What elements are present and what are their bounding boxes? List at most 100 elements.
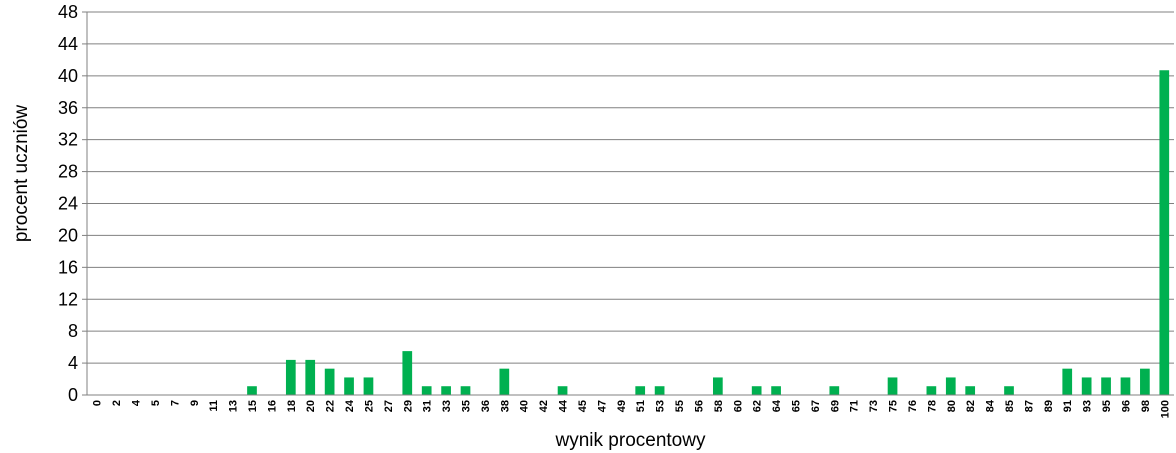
x-tick-label: 55	[674, 400, 686, 412]
x-tick-label: 69	[829, 400, 841, 412]
bars	[247, 70, 1170, 395]
x-tick-label: 7	[169, 400, 181, 406]
x-tick-label: 25	[363, 400, 375, 412]
bar-15	[247, 386, 257, 395]
x-tick-label: 15	[247, 400, 259, 412]
x-tick-label: 91	[1062, 400, 1074, 412]
x-tick-label: 33	[441, 400, 453, 412]
x-tick-label: 22	[325, 400, 337, 412]
y-tick-label: 4	[68, 353, 78, 373]
bar-35	[460, 386, 471, 395]
x-tick-label: 67	[810, 400, 822, 412]
gridlines	[82, 11, 1174, 396]
bar-96	[1120, 377, 1131, 395]
bar-62	[751, 386, 762, 395]
y-tick-label: 28	[58, 162, 78, 182]
x-tick-label: 78	[926, 400, 938, 412]
x-tick-label: 44	[558, 399, 570, 412]
x-tick-label: 13	[228, 400, 240, 412]
bar-51	[635, 386, 646, 395]
y-tick-label: 16	[58, 257, 78, 277]
x-tick-label: 85	[1004, 400, 1016, 412]
bar-22	[324, 368, 335, 395]
x-tick-label: 35	[461, 400, 473, 412]
y-tick-label: 0	[68, 385, 78, 405]
x-tick-label: 9	[189, 400, 201, 406]
x-tick-label: 45	[577, 400, 589, 412]
bar-25	[363, 377, 374, 395]
bar-69	[829, 386, 840, 395]
x-tick-label: 87	[1023, 400, 1035, 412]
y-tick-label: 20	[58, 225, 78, 245]
x-tick-label: 29	[402, 400, 414, 412]
x-tick-label: 20	[305, 400, 317, 412]
y-tick-label: 40	[58, 66, 78, 86]
bar-58	[712, 377, 723, 395]
x-tick-label: 42	[538, 400, 550, 412]
x-tick-label: 73	[868, 400, 880, 412]
bar-75	[887, 377, 898, 395]
bar-78	[926, 386, 937, 395]
bar-53	[654, 386, 665, 395]
x-tick-labels: 0 2 4 5 7 9 11 13 15 16 18 20 22 24 25 27 29 31 33 35 36 38 40…	[92, 399, 1172, 418]
y-tick-label: 32	[58, 130, 78, 150]
x-tick-label: 96	[1120, 400, 1132, 412]
y-tick-label: 8	[68, 321, 78, 341]
x-tick-label: 95	[1101, 400, 1113, 412]
bar-80	[945, 377, 956, 395]
x-tick-label: 75	[888, 400, 900, 412]
x-tick-label: 24	[344, 399, 356, 412]
bar-20	[305, 359, 316, 395]
x-tick-label: 16	[266, 400, 278, 412]
y-tick-label: 44	[58, 34, 78, 54]
x-tick-label: 2	[111, 400, 123, 406]
bar-18	[285, 359, 296, 395]
x-tick-label: 47	[596, 400, 608, 412]
y-tick-label: 36	[58, 98, 78, 118]
x-tick-label: 93	[1082, 400, 1094, 412]
x-tick-label: 49	[616, 400, 628, 412]
x-axis-title: wynik procentowy	[555, 430, 706, 451]
x-tick-label: 65	[790, 400, 802, 412]
x-tick-label: 36	[480, 400, 492, 412]
x-tick-label: 5	[150, 400, 162, 406]
x-tick-label: 58	[713, 400, 725, 412]
bar-98	[1140, 368, 1150, 395]
bar-91	[1062, 368, 1073, 395]
bar-33	[441, 386, 451, 395]
bar-95	[1101, 377, 1111, 395]
x-tick-label: 76	[907, 400, 919, 412]
bar-93	[1081, 377, 1092, 395]
x-tick-label: 98	[1140, 400, 1152, 412]
x-tick-label: 80	[946, 400, 958, 412]
y-axis-title: procent uczniów	[11, 105, 32, 243]
x-tick-label: 51	[635, 400, 647, 412]
x-tick-label: 56	[693, 400, 705, 412]
x-tick-label: 100	[1159, 400, 1171, 418]
x-tick-label: 0	[92, 400, 104, 406]
y-tick-label: 24	[58, 194, 78, 214]
x-tick-label: 18	[286, 400, 298, 412]
x-tick-label: 40	[519, 400, 531, 412]
x-tick-label: 64	[771, 399, 783, 412]
y-tick-label: 48	[58, 2, 78, 22]
x-tick-label: 31	[422, 400, 434, 412]
x-tick-label: 4	[131, 399, 143, 406]
x-tick-label: 84	[985, 399, 997, 412]
x-tick-label: 53	[655, 400, 667, 412]
bar-31	[421, 386, 432, 395]
y-tick-label: 12	[58, 289, 78, 309]
bar-44	[557, 386, 568, 395]
x-tick-label: 38	[499, 400, 511, 412]
bar-82	[965, 386, 976, 395]
x-tick-label: 60	[732, 400, 744, 412]
bar-29	[402, 351, 413, 395]
x-tick-label: 89	[1043, 400, 1055, 412]
bar-38	[499, 368, 510, 395]
x-tick-label: 82	[965, 400, 977, 412]
x-tick-label: 27	[383, 400, 395, 412]
bar-85	[1004, 386, 1014, 395]
x-tick-label: 11	[208, 400, 220, 412]
